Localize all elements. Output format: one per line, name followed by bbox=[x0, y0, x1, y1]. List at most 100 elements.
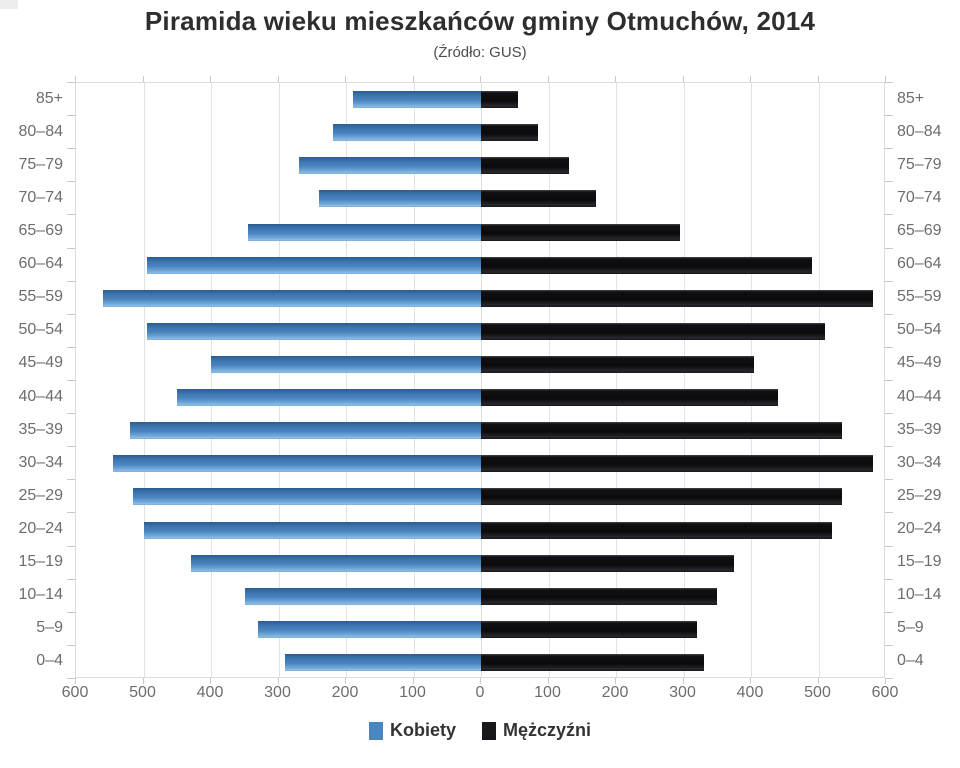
axis-tick bbox=[67, 446, 75, 448]
screen-artifact bbox=[0, 0, 18, 9]
x-axis-tick-label: 200 bbox=[331, 684, 359, 701]
legend-label: Kobiety bbox=[389, 720, 456, 740]
bar-kobiety-40–44 bbox=[177, 389, 481, 407]
age-group-label: 85+ bbox=[35, 89, 63, 107]
axis-tick bbox=[67, 545, 75, 547]
axis-tick bbox=[682, 76, 684, 82]
axis-tick bbox=[885, 82, 893, 83]
age-group-label: 15–19 bbox=[18, 553, 64, 571]
axis-tick bbox=[67, 578, 75, 580]
x-axis-tick-label: 300 bbox=[669, 684, 696, 701]
axis-tick bbox=[885, 247, 893, 249]
age-group-label: 60–64 bbox=[897, 255, 942, 273]
axis-tick bbox=[885, 181, 893, 183]
x-axis-tick-label: 300 bbox=[264, 684, 291, 701]
x-axis-tick-label: 500 bbox=[129, 684, 156, 701]
bar-kobiety-25–29 bbox=[133, 488, 481, 506]
axis-tick bbox=[615, 678, 616, 684]
legend-item-mezczyzni[interactable]: Mężczyźni bbox=[481, 720, 592, 741]
age-group-label: 45–49 bbox=[18, 354, 64, 372]
axis-tick bbox=[885, 346, 893, 348]
bar-mezczyzni-25–29 bbox=[481, 488, 843, 506]
x-axis-tick-label: 400 bbox=[736, 684, 764, 701]
bar-kobiety-35–39 bbox=[130, 422, 481, 440]
axis-tick bbox=[412, 678, 414, 684]
bar-kobiety-85+ bbox=[352, 91, 481, 109]
axis-tick bbox=[682, 678, 684, 684]
axis-tick bbox=[885, 545, 893, 547]
age-group-label: 55–59 bbox=[18, 288, 64, 306]
bar-kobiety-75–79 bbox=[298, 157, 481, 175]
age-group-label: 40–44 bbox=[897, 387, 942, 405]
legend: Kobiety Mężczyźni bbox=[0, 720, 960, 741]
bar-mezczyzni-40–44 bbox=[481, 389, 778, 407]
axis-tick bbox=[345, 678, 346, 684]
x-axis-tick-label: 600 bbox=[61, 684, 89, 701]
axis-tick bbox=[67, 678, 75, 679]
axis-tick bbox=[817, 678, 819, 684]
bar-kobiety-65–69 bbox=[248, 223, 481, 241]
bar-mezczyzni-10–14 bbox=[481, 587, 718, 605]
x-axis-tick-label: 600 bbox=[871, 684, 899, 701]
axis-tick bbox=[67, 181, 75, 183]
axis-tick bbox=[480, 678, 481, 684]
age-group-label: 20–24 bbox=[18, 520, 64, 537]
axis-tick bbox=[750, 76, 751, 82]
bar-mezczyzni-85+ bbox=[481, 91, 519, 109]
age-group-label: 80–84 bbox=[18, 122, 64, 140]
bar-kobiety-0–4 bbox=[285, 653, 481, 671]
bar-mezczyzni-35–39 bbox=[481, 422, 843, 440]
axis-tick bbox=[412, 76, 414, 82]
axis-tick bbox=[885, 115, 893, 117]
bar-mezczyzni-70–74 bbox=[481, 190, 596, 208]
bar-kobiety-10–14 bbox=[244, 587, 481, 605]
gridline bbox=[683, 83, 685, 677]
bar-mezczyzni-5–9 bbox=[481, 620, 697, 638]
axis-tick bbox=[75, 678, 76, 684]
age-group-label: 45–49 bbox=[897, 354, 942, 372]
axis-tick bbox=[210, 76, 211, 82]
axis-tick bbox=[67, 313, 75, 315]
age-group-label: 10–14 bbox=[897, 586, 942, 604]
age-group-label: 40–44 bbox=[18, 387, 64, 405]
axis-tick bbox=[750, 678, 751, 684]
axis-tick bbox=[885, 578, 893, 580]
legend-label: Mężczyźni bbox=[502, 720, 592, 740]
axis-tick bbox=[885, 512, 893, 514]
age-group-label: 5–9 bbox=[897, 619, 924, 637]
axis-tick bbox=[277, 76, 279, 82]
age-group-label: 70–74 bbox=[897, 188, 942, 206]
axis-tick bbox=[885, 446, 893, 448]
age-group-label: 50–54 bbox=[897, 321, 942, 339]
bar-kobiety-80–84 bbox=[332, 124, 481, 142]
chart-title: Piramida wieku mieszkańców gminy Otmuchó… bbox=[144, 6, 816, 36]
age-group-label: 55–59 bbox=[897, 288, 942, 306]
legend-item-kobiety[interactable]: Kobiety bbox=[368, 720, 456, 741]
legend-swatch bbox=[481, 721, 496, 740]
bar-mezczyzni-15–19 bbox=[481, 554, 735, 572]
axis-tick bbox=[142, 76, 144, 82]
age-group-label: 25–29 bbox=[897, 486, 942, 504]
axis-tick bbox=[75, 76, 76, 82]
axis-tick bbox=[67, 214, 75, 216]
axis-tick bbox=[885, 413, 893, 415]
axis-tick bbox=[277, 678, 279, 684]
axis-tick bbox=[885, 644, 893, 646]
bar-kobiety-30–34 bbox=[113, 455, 481, 473]
axis-tick bbox=[885, 148, 893, 150]
axis-tick bbox=[547, 76, 549, 82]
age-group-label: 75–79 bbox=[897, 155, 942, 173]
axis-tick bbox=[345, 76, 346, 82]
age-group-label: 0–4 bbox=[36, 652, 63, 670]
age-group-label: 75–79 bbox=[18, 155, 64, 173]
age-group-label: 70–74 bbox=[18, 188, 64, 206]
bar-kobiety-55–59 bbox=[103, 289, 481, 307]
axis-tick bbox=[67, 644, 75, 646]
axis-tick bbox=[67, 479, 75, 481]
bar-mezczyzni-75–79 bbox=[481, 157, 569, 175]
age-group-label: 20–24 bbox=[897, 520, 942, 537]
bar-kobiety-20–24 bbox=[143, 521, 481, 539]
axis-tick bbox=[67, 148, 75, 150]
axis-tick bbox=[817, 76, 819, 82]
legend-swatch bbox=[368, 721, 383, 740]
